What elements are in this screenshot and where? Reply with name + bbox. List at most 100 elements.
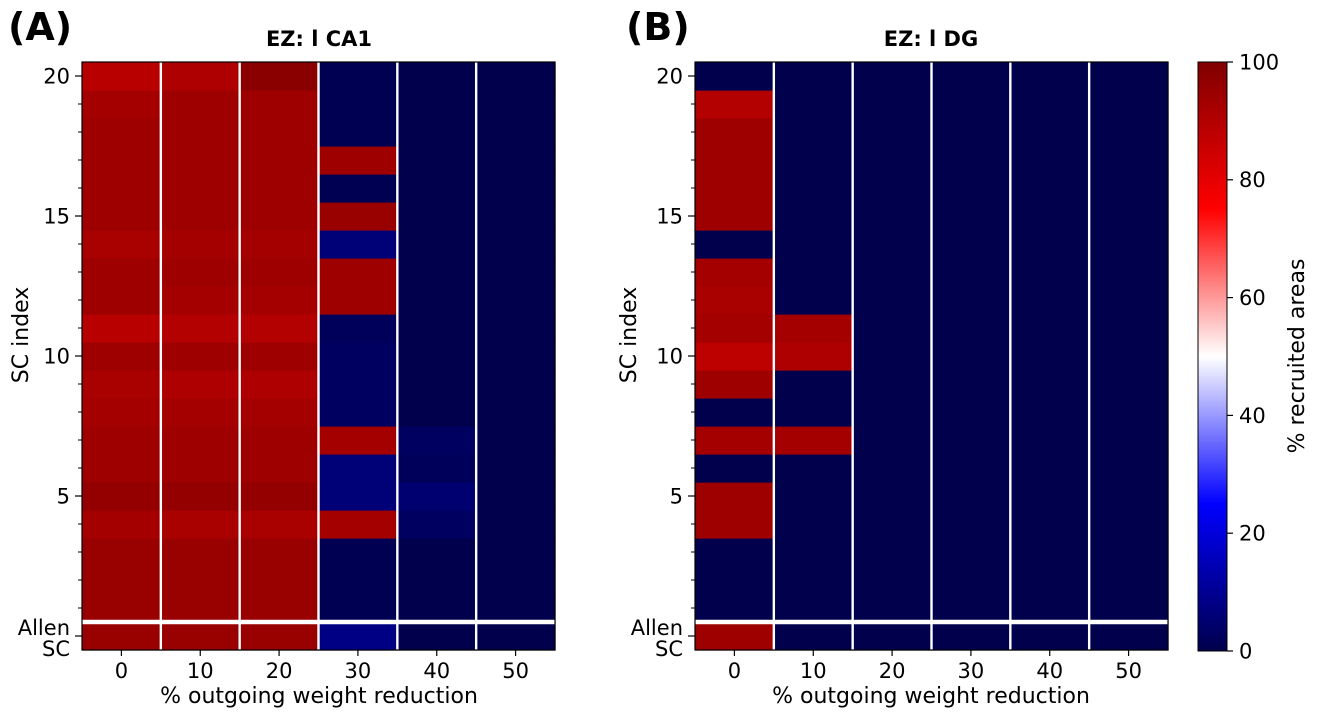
heatmap-a-cell xyxy=(160,566,241,595)
heatmap-b-cell xyxy=(773,174,854,203)
heatmap-b-cell xyxy=(773,62,854,91)
heatmap-a-cell xyxy=(476,118,556,147)
heatmap-b-cell xyxy=(773,342,854,371)
heatmap-b-cell xyxy=(931,314,1011,343)
heatmap-b-cell xyxy=(695,482,775,511)
heatmap-b-cell xyxy=(1089,202,1169,231)
heatmap-b-cell xyxy=(852,174,933,203)
heatmap-a-cell xyxy=(318,454,398,483)
heatmap-a-cell xyxy=(160,314,241,343)
heatmap-b-cell xyxy=(1010,426,1090,455)
heatmap-b-cell xyxy=(1010,314,1090,343)
heatmap-b-cell xyxy=(1010,398,1090,427)
heatmap-a-cell xyxy=(160,118,241,147)
colorbar-tick-label: 100 xyxy=(1239,50,1279,74)
heatmap-b-y-tick-label: Allen SC xyxy=(631,616,683,661)
heatmap-a-cell xyxy=(160,62,241,91)
heatmap-a-cell xyxy=(82,510,162,539)
heatmap-b-cell xyxy=(1010,118,1090,147)
heatmap-a-cell xyxy=(397,454,477,483)
heatmap-b-cell xyxy=(1010,258,1090,287)
heatmap-b-cell xyxy=(852,510,933,539)
heatmap-a-cell xyxy=(318,594,398,623)
heatmap-a-cell xyxy=(318,202,398,231)
heatmap-b-cell xyxy=(931,566,1011,595)
heatmap-a-x-tick-label: 40 xyxy=(423,659,450,683)
heatmap-a-cell xyxy=(397,230,477,259)
heatmap-a-cell xyxy=(476,230,556,259)
heatmap-b-cell xyxy=(1089,314,1169,343)
heatmap-b-cell xyxy=(773,118,854,147)
panel-a-title: EZ: l CA1 xyxy=(266,27,372,51)
heatmap-b-cell xyxy=(852,482,933,511)
heatmap-b-cell xyxy=(1010,230,1090,259)
heatmap-b-cell xyxy=(931,510,1011,539)
heatmap-a-y-tick-label: 15 xyxy=(43,204,70,228)
heatmap-a-cell xyxy=(318,146,398,175)
heatmap-a-cell xyxy=(397,510,477,539)
heatmap-b-cell xyxy=(931,342,1011,371)
heatmap-b-cell xyxy=(931,426,1011,455)
heatmap-b-y-tick-label: 15 xyxy=(656,204,683,228)
heatmap-a-cell xyxy=(318,538,398,567)
heatmap-b-y-tick-label: 5 xyxy=(670,484,683,508)
heatmap-a-cell xyxy=(318,342,398,371)
heatmap-b-cell xyxy=(773,566,854,595)
heatmap-a-cell xyxy=(160,538,241,567)
heatmap-b-cell xyxy=(931,230,1011,259)
heatmap-b-cell xyxy=(1089,370,1169,399)
heatmap-b-cell xyxy=(852,314,933,343)
heatmap-b-cell xyxy=(1010,510,1090,539)
heatmap-a-cell xyxy=(397,90,477,119)
heatmap-b-cell xyxy=(931,90,1011,119)
heatmap-b-cell xyxy=(1089,286,1169,315)
heatmap-a-cell xyxy=(239,510,320,539)
heatmap-a-cell xyxy=(239,314,320,343)
heatmap-b-cell xyxy=(773,454,854,483)
heatmap-b-cell xyxy=(695,370,775,399)
heatmap-a-cell xyxy=(239,398,320,427)
heatmap-a-cell xyxy=(239,202,320,231)
heatmap-b-cell xyxy=(695,594,775,623)
heatmap-a-cell xyxy=(476,426,556,455)
heatmap-b-cell xyxy=(1010,482,1090,511)
heatmap-b-cell xyxy=(773,370,854,399)
panel-b-ylabel: SC index xyxy=(617,287,642,384)
heatmap-b-cell xyxy=(1089,90,1169,119)
heatmap-a-cell xyxy=(82,90,162,119)
heatmap-a-cell xyxy=(476,258,556,287)
heatmap-a-cell xyxy=(82,62,162,91)
heatmap-a-cell xyxy=(397,482,477,511)
heatmap-a-cell xyxy=(476,286,556,315)
heatmap-a-cell xyxy=(82,482,162,511)
heatmap-a-cell xyxy=(160,594,241,623)
heatmap-b-cell xyxy=(773,230,854,259)
heatmap-a-cell xyxy=(318,370,398,399)
heatmap-a-cell xyxy=(318,426,398,455)
heatmap-b-cell xyxy=(695,118,775,147)
heatmap-b-cell xyxy=(931,146,1011,175)
heatmap-b-cell xyxy=(931,370,1011,399)
heatmap-b-x-tick-label: 10 xyxy=(800,659,827,683)
panel-b-letter: (B) xyxy=(626,5,690,49)
heatmap-b-cell xyxy=(695,230,775,259)
heatmap-b-cell xyxy=(773,426,854,455)
heatmap-a-cell xyxy=(476,510,556,539)
heatmap-a-cell xyxy=(82,174,162,203)
heatmap-b-cell xyxy=(773,538,854,567)
colorbar-tick-label: 80 xyxy=(1239,168,1266,192)
heatmap-a-cell xyxy=(160,202,241,231)
heatmap-b-cell xyxy=(1089,398,1169,427)
heatmap-a-cell xyxy=(476,62,556,91)
heatmap-b-cell xyxy=(1089,258,1169,287)
heatmap-b-cell xyxy=(931,538,1011,567)
panel-a-letter: (A) xyxy=(8,5,72,49)
heatmap-b-cell xyxy=(1089,566,1169,595)
heatmap-b-cell xyxy=(1089,454,1169,483)
heatmap-a-cell xyxy=(82,286,162,315)
heatmap-b-cell xyxy=(931,258,1011,287)
heatmap-b-cell xyxy=(773,258,854,287)
heatmap-a-cell xyxy=(397,314,477,343)
heatmap-b-cell xyxy=(931,286,1011,315)
heatmap-a-cell xyxy=(239,482,320,511)
